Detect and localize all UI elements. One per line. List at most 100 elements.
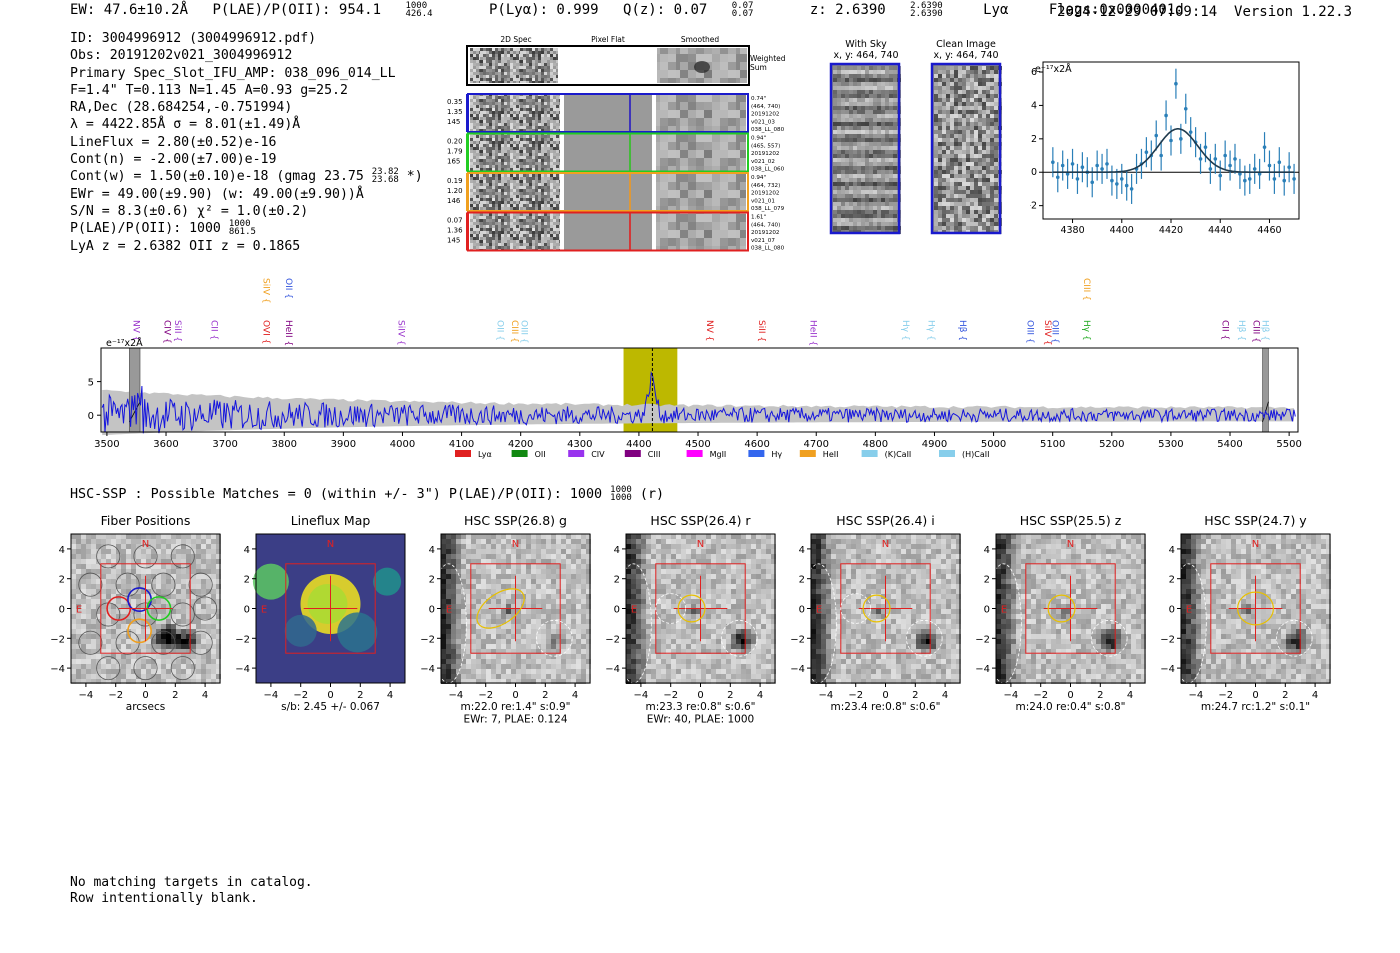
hsc-pixel [156, 549, 161, 554]
clean-pixel [946, 90, 950, 94]
clean-pixel [934, 222, 938, 226]
hsc-pixel [706, 669, 711, 674]
hsc-pixel [201, 669, 206, 674]
clean-pixel [938, 154, 942, 158]
sky-pixel [845, 226, 849, 230]
clean-pixel [982, 222, 986, 226]
hsc-pixel [751, 644, 756, 649]
hsc-pixel [661, 564, 666, 569]
hsc-pixel [161, 614, 166, 619]
clean-pixel [974, 194, 978, 198]
hsc-pixel [666, 599, 671, 604]
hsc-pixel [161, 644, 166, 649]
hsc-pixel [676, 579, 681, 584]
hsc-pixel [531, 644, 536, 649]
sky-pixel [877, 190, 881, 194]
clean-pixel [974, 130, 978, 134]
hsc-pixel [586, 559, 591, 564]
hsc-pixel [521, 534, 526, 539]
sky-pixel [841, 154, 845, 158]
hsc-pixel [756, 569, 761, 574]
hsc-pixel [681, 664, 686, 669]
legend-swatch [861, 450, 878, 457]
clean-pixel [990, 182, 994, 186]
hsc-pixel [541, 594, 546, 599]
fit-point [1223, 153, 1227, 158]
clean-pixel [938, 206, 942, 210]
hsc-pixel [136, 674, 141, 679]
hsc-pixel [81, 664, 86, 669]
hsc-pixel [181, 629, 186, 634]
hsc-pixel [541, 664, 546, 669]
hsc-panel: HSC SSP(26.8) gNE−4 −2 0 2 4420−2−4m:22.0 re… [420, 513, 591, 726]
hsc-pixel [106, 679, 111, 684]
hsc-pixel [111, 539, 116, 544]
hsc-pixel [561, 639, 566, 644]
hsc-ytick-label: −4 [50, 664, 65, 675]
clean-pixel [978, 150, 982, 154]
sky-pixel [873, 166, 877, 170]
hsc-pixel [751, 594, 756, 599]
fiber-circle [151, 572, 176, 597]
hsc-pixel [766, 554, 771, 559]
hsc-pixel [126, 589, 131, 594]
hsc-pixel [821, 554, 826, 559]
sky-pixel [885, 110, 889, 114]
hsc-pixel [566, 564, 571, 569]
hsc-pixel [711, 544, 716, 549]
hsc-panel: HSC SSP(26.4) rNE−4 −2 0 2 4420−2−4m:23.3 re… [605, 513, 776, 726]
hsc-pixel [531, 554, 536, 559]
hsc-pixel [556, 649, 561, 654]
hsc-pixel [746, 664, 751, 669]
fit-xtick-label: 4380 [1060, 225, 1084, 236]
hsc-pixel [466, 584, 471, 589]
hsc-pixel [151, 644, 156, 649]
hsc-pixel [746, 594, 751, 599]
hsc-pixel [716, 564, 721, 569]
clean-pixel [990, 66, 994, 70]
clean-pixel [942, 142, 946, 146]
clean-pixel [954, 74, 958, 78]
hsc-pixel [536, 624, 541, 629]
hsc-pixel [716, 619, 721, 624]
hsc-pixel [771, 584, 776, 589]
clean-pixel [962, 66, 966, 70]
hsc-pixel [501, 649, 506, 654]
hsc-pixel [551, 579, 556, 584]
hsc-pixel [441, 674, 446, 679]
clean-pixel [950, 98, 954, 102]
hsc-pixel [496, 564, 501, 569]
clean-pixel [934, 146, 938, 150]
cutout-left-label: 146 [447, 197, 461, 205]
hsc-pixel [751, 574, 756, 579]
hsc-pixel [156, 564, 161, 569]
hsc-pixel [466, 569, 471, 574]
clean-pixel [994, 70, 998, 74]
legend-swatch [455, 450, 471, 457]
hsc-pixel [681, 679, 686, 684]
clean-pixel [978, 130, 982, 134]
hsc-pixel [161, 539, 166, 544]
hsc-pixel [866, 534, 871, 539]
hsc-pixel [206, 539, 211, 544]
hsc-pixel [731, 589, 736, 594]
hsc-pixel [481, 669, 486, 674]
sky-pixel [877, 186, 881, 190]
sky-pixel [833, 154, 837, 158]
hsc-pixel [196, 539, 201, 544]
clean-pixel [990, 146, 994, 150]
sky-pixel [845, 154, 849, 158]
hsc-pixel [441, 534, 446, 539]
clean-pixel [950, 82, 954, 86]
sky-pixel [845, 210, 849, 214]
clean-pixel [974, 70, 978, 74]
clean-pixel [934, 166, 938, 170]
hsc-pixel [731, 659, 736, 664]
hsc-pixel [836, 534, 841, 539]
hsc-pixel [711, 589, 716, 594]
hsc-pixel [456, 589, 461, 594]
clean-pixel [986, 66, 990, 70]
sky-pixel [841, 194, 845, 198]
clean-pixel [954, 114, 958, 118]
hsc-pixel [736, 544, 741, 549]
